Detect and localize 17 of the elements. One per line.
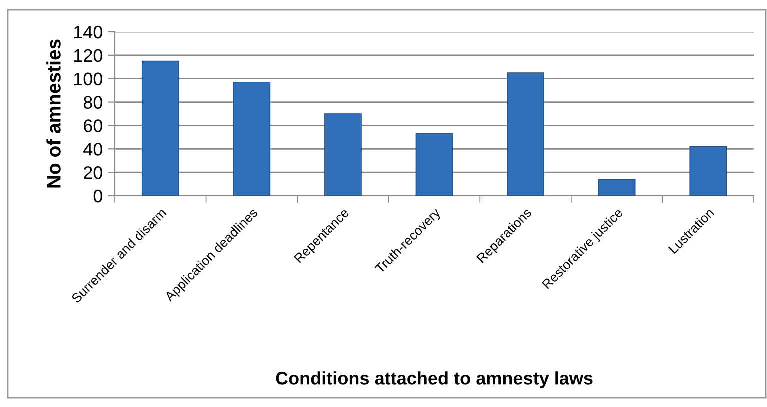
- bar: [233, 82, 271, 196]
- bar: [690, 146, 728, 196]
- x-axis-title: Conditions attached to amnesty laws: [276, 372, 593, 388]
- bar: [598, 179, 636, 196]
- y-tick-label: 140: [74, 26, 102, 39]
- y-tick-label: 40: [84, 143, 102, 156]
- bar: [507, 72, 544, 196]
- y-tick-label: 120: [74, 49, 102, 62]
- y-tick-label: 60: [84, 120, 102, 132]
- bar: [416, 133, 454, 196]
- bar: [324, 114, 362, 196]
- y-tick-label: 80: [84, 96, 102, 110]
- y-axis-title: No of amnesties: [46, 40, 61, 188]
- y-tick-label: 100: [74, 72, 102, 86]
- y-tick-label: 20: [84, 166, 102, 180]
- y-tick-label: 0: [94, 190, 102, 203]
- bar: [142, 60, 180, 196]
